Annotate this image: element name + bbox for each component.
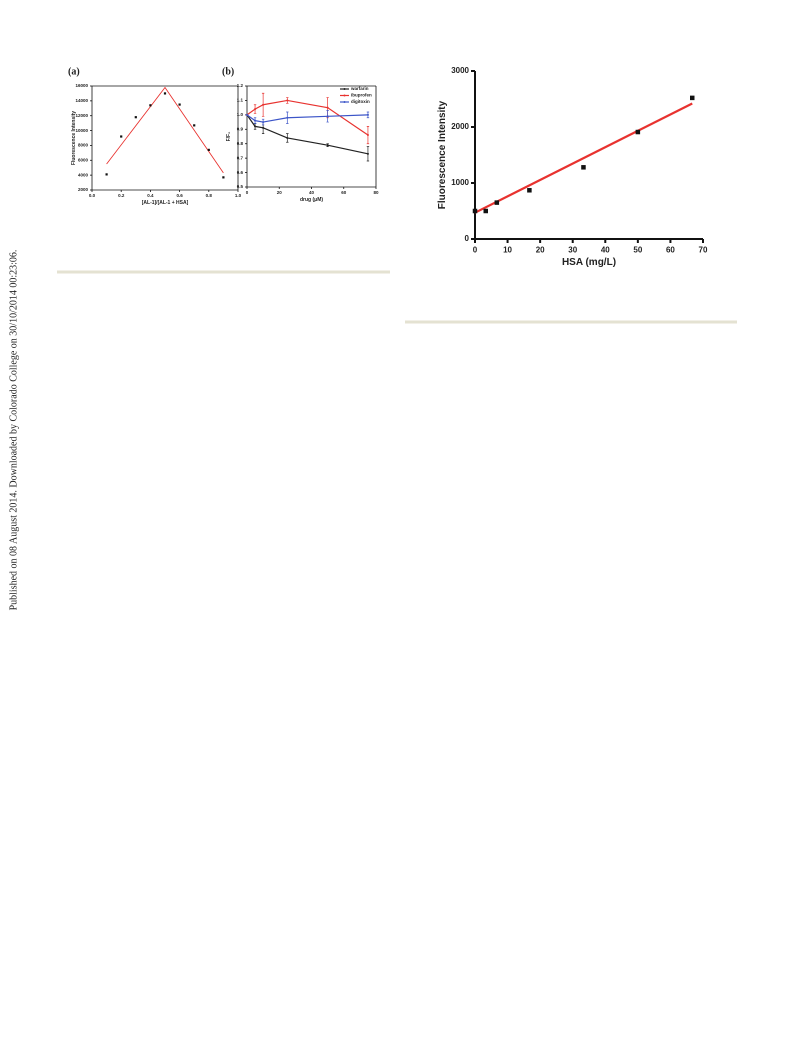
data-point <box>262 103 265 106</box>
panel-label: (a) <box>68 66 80 77</box>
data-point <box>326 144 329 147</box>
y-tick-label: 14000 <box>75 98 88 103</box>
series-line <box>246 114 368 123</box>
data-point <box>262 126 265 129</box>
data-point <box>193 124 196 127</box>
y-tick-label: 2000 <box>78 187 89 192</box>
legend-marker <box>343 101 346 103</box>
legend-marker <box>343 94 346 97</box>
data-point <box>326 115 329 118</box>
series-line <box>246 99 369 136</box>
x-tick-label: 0.2 <box>118 193 125 198</box>
y-tick-label: 12000 <box>75 113 88 118</box>
data-point <box>207 148 210 151</box>
fit-line <box>106 86 224 174</box>
x-tick-label: 0.6 <box>176 193 183 198</box>
data-point <box>326 106 329 109</box>
fit-line <box>474 102 693 214</box>
y-tick-label: 0 <box>465 234 470 243</box>
x-axis-label: [AL-1]/[AL-1 + HSA] <box>142 200 189 206</box>
data-point <box>286 99 289 102</box>
x-tick-label: 0.0 <box>89 193 96 198</box>
data-point <box>483 208 488 214</box>
y-tick-label: 2000 <box>451 122 469 131</box>
legend-marker <box>343 88 346 90</box>
y-axis-label: Fluorescence Intensity <box>437 100 448 209</box>
y-tick-label: 16000 <box>75 83 88 88</box>
x-tick-label: 0.4 <box>147 193 154 198</box>
data-point <box>105 173 108 176</box>
x-tick-label: 0 <box>246 190 249 195</box>
data-point <box>163 92 167 95</box>
y-axis-label: Fluorescence Intensity <box>71 111 77 165</box>
sidebar-note: Published on 08 August 2014. Downloaded … <box>8 250 19 611</box>
data-point <box>286 136 289 139</box>
x-tick-label: 30 <box>568 245 577 254</box>
y-tick-label: 1000 <box>451 178 469 187</box>
legend-label: digitoxin <box>351 99 370 104</box>
data-point <box>366 113 369 116</box>
y-tick-label: 1.0 <box>237 112 244 117</box>
y-tick-label: 8000 <box>78 143 89 148</box>
data-point <box>581 165 586 170</box>
y-tick-label: 4000 <box>78 172 89 177</box>
data-point <box>472 208 478 214</box>
x-tick-label: 20 <box>536 245 545 254</box>
x-tick-label: 80 <box>373 190 379 195</box>
x-tick-label: 70 <box>699 245 708 254</box>
x-axis-label: drug (μM) <box>300 197 323 203</box>
data-point <box>254 119 257 122</box>
panel-label: (b) <box>222 66 234 77</box>
data-point <box>246 113 248 116</box>
data-point <box>134 116 137 119</box>
y-tick-label: 1.1 <box>237 98 244 103</box>
x-tick-label: 20 <box>277 190 283 195</box>
data-point <box>178 103 181 106</box>
y-tick-label: 0.6 <box>237 170 244 175</box>
data-point <box>366 134 369 137</box>
x-tick-label: 10 <box>503 245 512 254</box>
data-point <box>222 176 225 179</box>
data-point <box>149 104 152 107</box>
x-tick-label: 0.8 <box>206 193 213 198</box>
data-point <box>286 116 289 119</box>
x-tick-label: 60 <box>666 245 675 254</box>
x-tick-label: 40 <box>601 245 610 254</box>
data-point <box>635 129 641 135</box>
y-tick-label: 0.9 <box>237 126 244 131</box>
legend-label: warfarin <box>350 86 369 91</box>
y-tick-label: 1.2 <box>237 83 244 88</box>
x-tick-label: 40 <box>309 190 315 195</box>
y-tick-label: 0.8 <box>237 141 244 146</box>
data-point <box>494 200 500 205</box>
data-point <box>254 125 257 128</box>
data-point <box>366 152 369 155</box>
x-axis-label: HSA (mg/L) <box>562 257 616 268</box>
data-point <box>527 188 532 193</box>
y-tick-label: 10000 <box>75 128 88 133</box>
data-point <box>120 135 123 138</box>
series-line <box>246 114 369 155</box>
legend-label: ibuprofen <box>351 93 372 98</box>
y-tick-label: 0.7 <box>237 155 244 160</box>
y-tick-label: 6000 <box>78 157 89 162</box>
x-tick-label: 1.0 <box>235 193 242 198</box>
data-point <box>254 108 257 111</box>
x-tick-label: 60 <box>341 190 347 195</box>
data-point <box>690 95 695 101</box>
data-point <box>262 121 265 124</box>
x-tick-label: 50 <box>633 245 642 254</box>
y-tick-label: 0.5 <box>237 184 244 189</box>
y-axis-label: F/F₀ <box>226 132 232 142</box>
y-tick-label: 3000 <box>451 66 469 75</box>
x-tick-label: 0 <box>473 245 478 254</box>
